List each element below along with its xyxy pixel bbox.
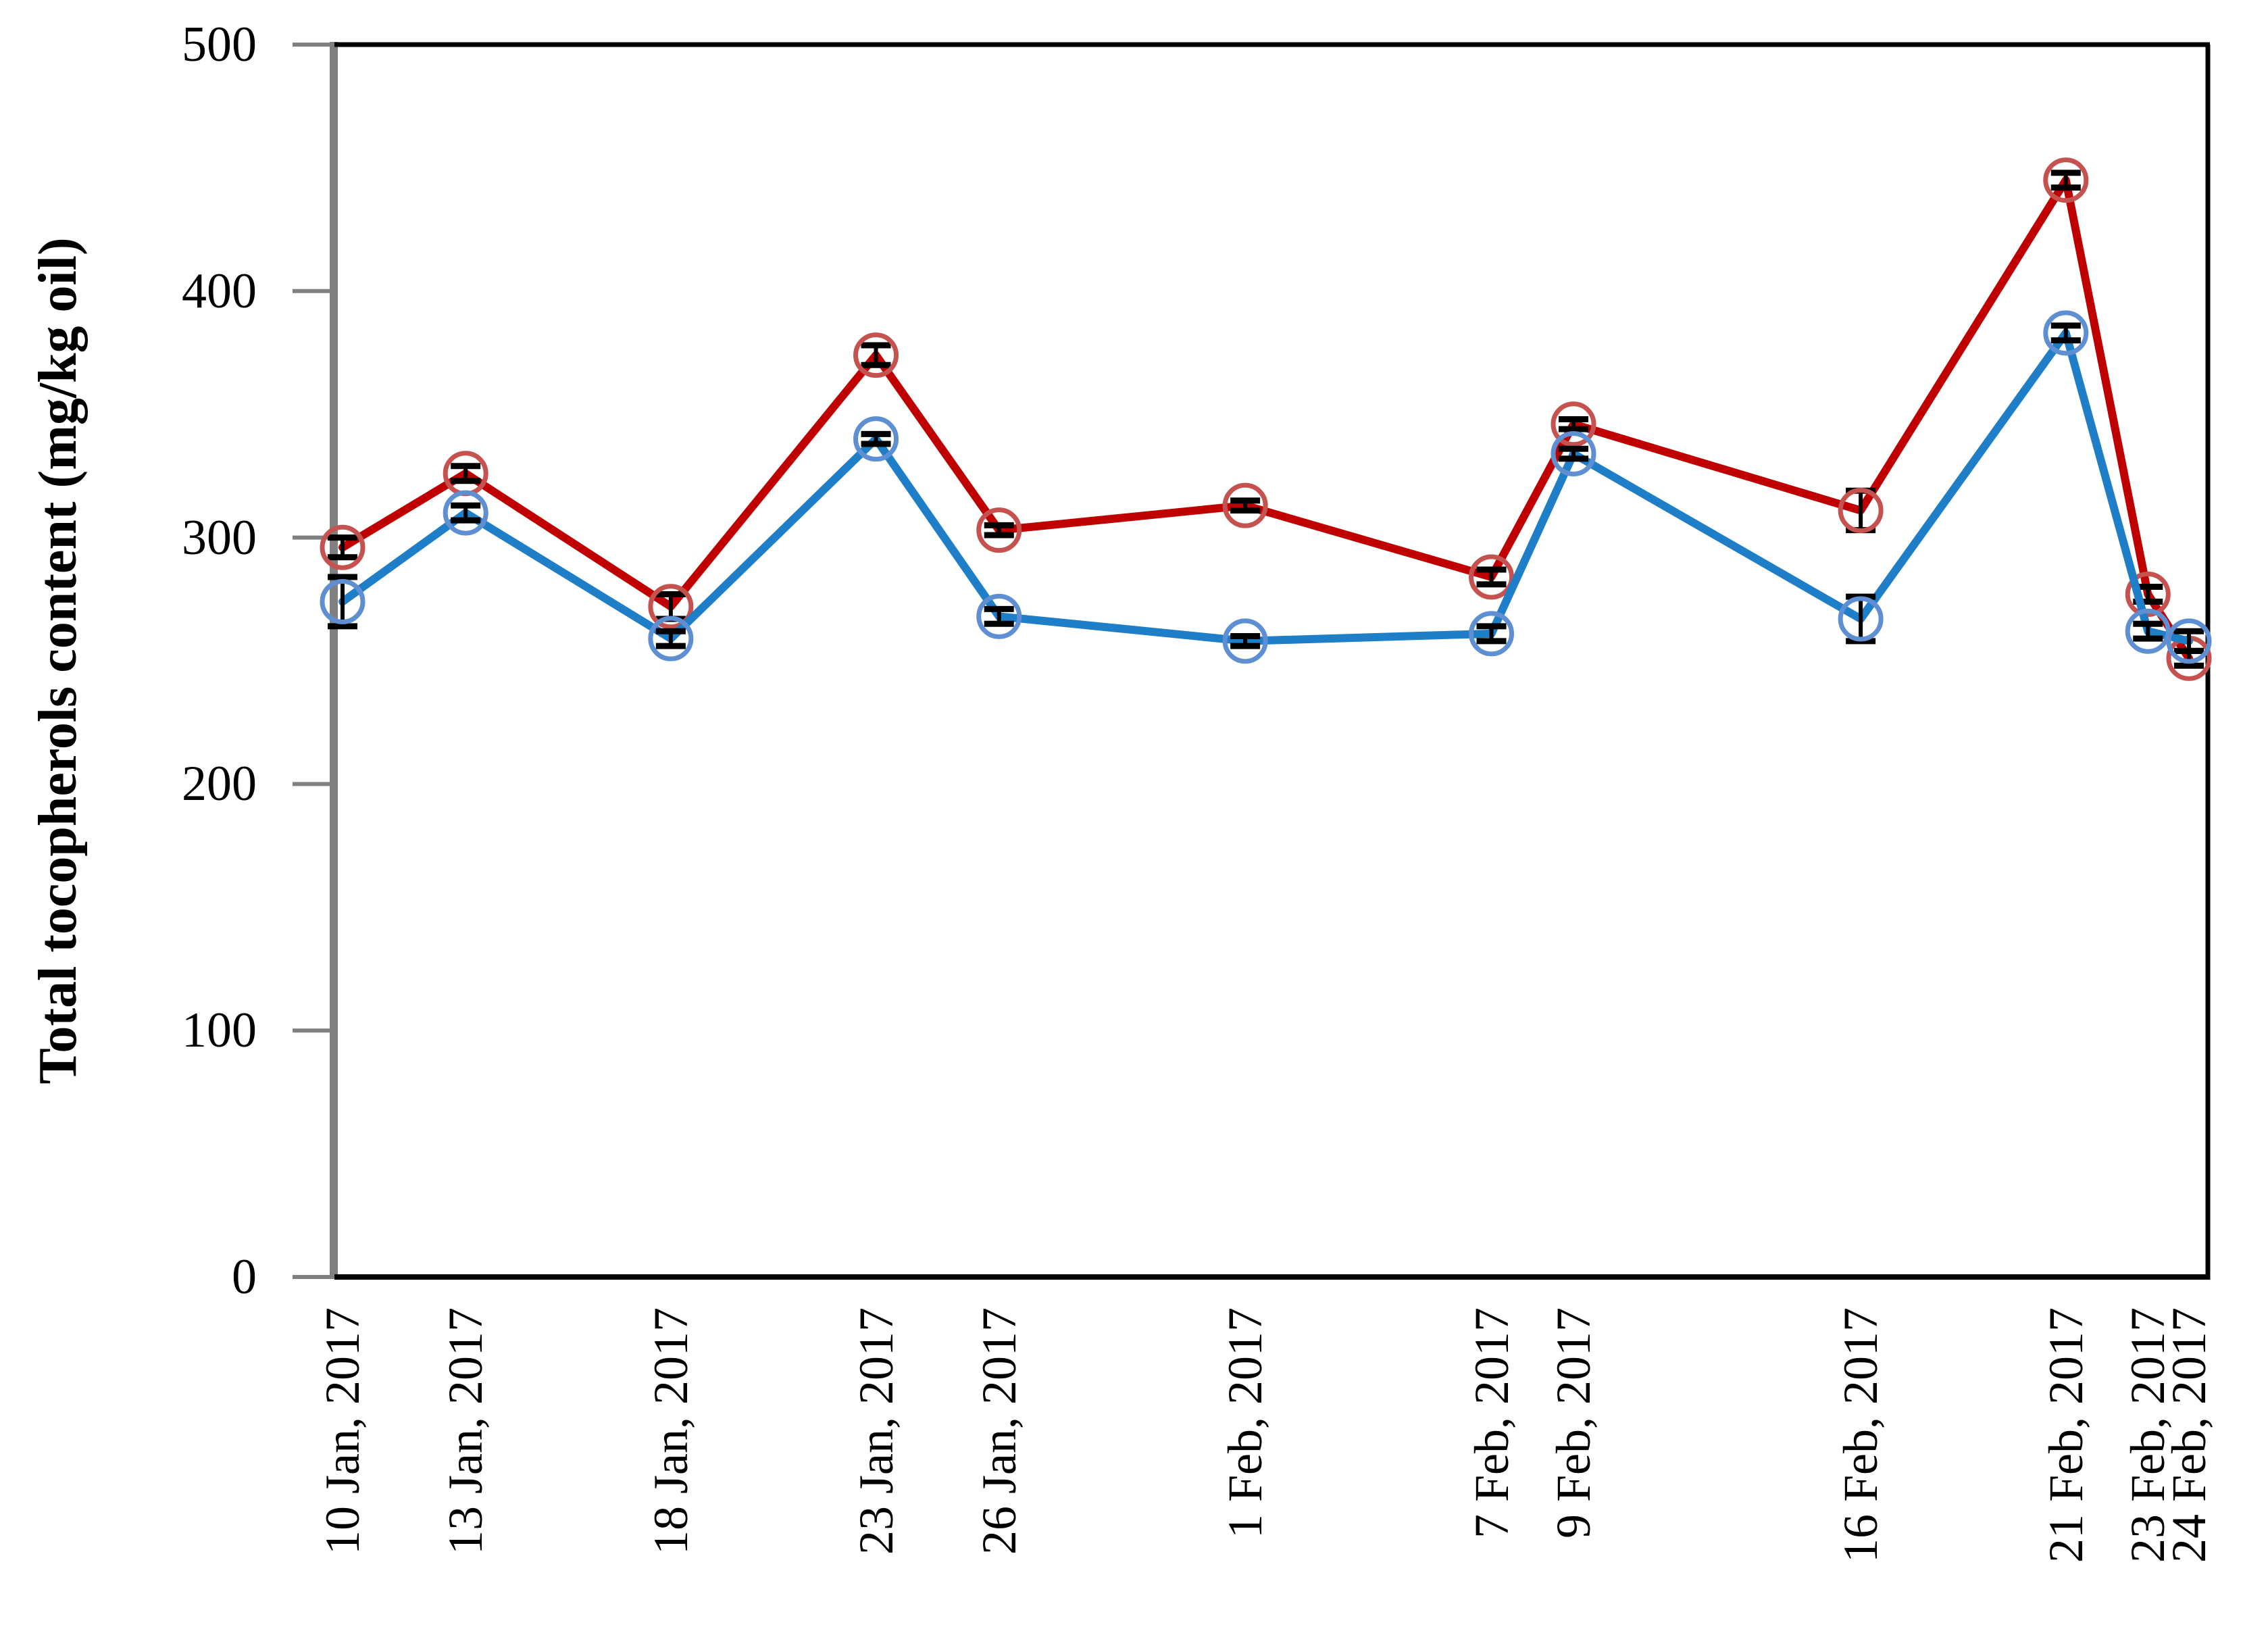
- x-tick-label: 24 Feb, 2017: [2162, 1307, 2216, 1563]
- x-tick-label: 23 Jan, 2017: [849, 1307, 903, 1555]
- blue-data-point-marker: [648, 616, 694, 661]
- red-data-point-marker: [320, 524, 366, 570]
- red-data-point-marker: [2043, 157, 2089, 203]
- red-series: [320, 157, 2212, 681]
- blue-error-bar: [984, 605, 1014, 627]
- blue-data-point-marker: [1551, 431, 1596, 477]
- blue-error-bar: [1230, 633, 1261, 649]
- red-data-point-marker: [1838, 487, 1884, 533]
- blue-data-point-marker: [1222, 618, 1268, 664]
- x-tick-label: 21 Feb, 2017: [2038, 1307, 2093, 1563]
- blue-data-point-marker: [853, 416, 899, 462]
- x-tick-label: 18 Jan, 2017: [643, 1307, 698, 1555]
- blue-data-point-marker: [2043, 310, 2089, 356]
- y-tick-label: 400: [182, 263, 257, 319]
- red-data-point-marker: [976, 507, 1022, 553]
- red-error-bar: [861, 342, 891, 368]
- blue-data-point-marker: [320, 578, 366, 624]
- red-error-bar: [1476, 566, 1507, 588]
- x-tick-label: 13 Jan, 2017: [438, 1307, 493, 1555]
- y-tick-label: 0: [232, 1249, 257, 1305]
- red-data-point-marker: [2125, 572, 2171, 618]
- blue-error-bar: [1476, 623, 1507, 645]
- blue-error-bar: [451, 502, 481, 524]
- blue-data-point-marker: [2166, 618, 2212, 664]
- x-tick-label: 7 Feb, 2017: [1464, 1307, 1519, 1538]
- red-error-bar: [1559, 416, 1588, 432]
- red-error-bar: [328, 534, 357, 561]
- red-data-point-marker: [1551, 401, 1596, 447]
- blue-error-bar: [328, 574, 357, 630]
- x-tick-label: 16 Feb, 2017: [1834, 1307, 1888, 1563]
- red-data-point-marker: [1469, 554, 1515, 600]
- blue-data-point-marker: [443, 490, 488, 536]
- blue-error-bar: [655, 628, 686, 649]
- blue-error-bar: [2174, 628, 2204, 654]
- y-axis-title: Total tocopherols content (mg/kg oil): [28, 237, 88, 1084]
- y-tick-label: 200: [182, 756, 257, 812]
- x-tick-label: 26 Jan, 2017: [972, 1307, 1026, 1555]
- blue-series: [320, 310, 2212, 664]
- red-data-point-marker: [853, 332, 899, 378]
- blue-error-bar: [2050, 322, 2081, 344]
- y-tick-label: 100: [182, 1003, 257, 1059]
- blue-error-bar: [1559, 445, 1588, 462]
- blue-data-point-marker: [1469, 611, 1515, 657]
- y-tick-label: 300: [182, 509, 257, 566]
- red-data-point-marker: [1222, 482, 1268, 528]
- blue-data-point-marker: [1838, 596, 1884, 642]
- blue-error-bar: [2133, 620, 2163, 642]
- x-tick-label: 10 Jan, 2017: [316, 1307, 370, 1555]
- red-error-bar: [451, 463, 481, 484]
- red-error-bar: [2050, 170, 2081, 191]
- blue-data-point-marker: [976, 593, 1022, 639]
- red-line: [338, 176, 2193, 663]
- red-error-bar: [984, 522, 1014, 538]
- y-tick-label: 500: [182, 17, 257, 72]
- x-tick-label: 1 Feb, 2017: [1218, 1307, 1273, 1538]
- blue-line: [338, 328, 2193, 645]
- x-tick-label: 9 Feb, 2017: [1546, 1307, 1601, 1538]
- blue-error-bar: [861, 430, 891, 447]
- blue-data-point-marker: [2125, 608, 2171, 654]
- red-error-bar: [1230, 497, 1261, 513]
- red-data-point-marker: [648, 584, 694, 630]
- y-axis-ticks: [293, 43, 334, 1279]
